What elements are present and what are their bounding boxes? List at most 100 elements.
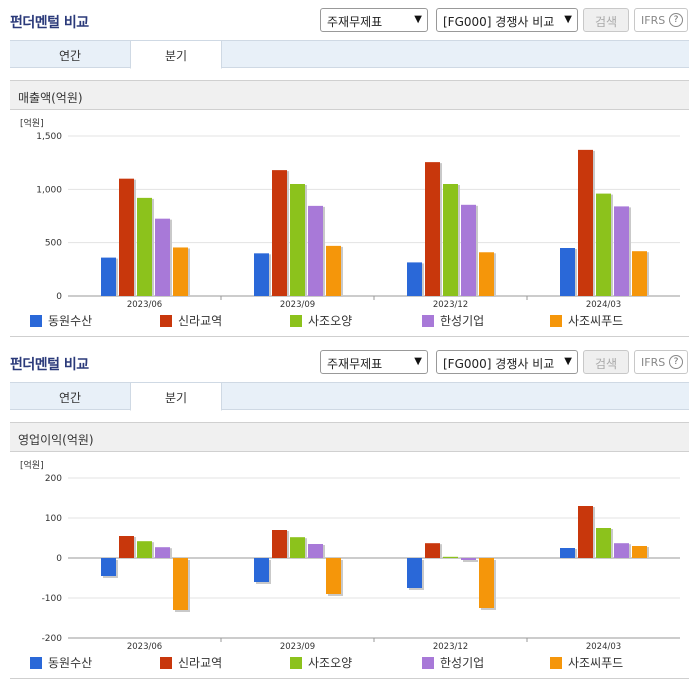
legend-label: 사조씨푸드 xyxy=(568,314,624,328)
compare-select[interactable]: [FG000] 경쟁사 비교 ▼ xyxy=(436,350,578,374)
legend-swatch xyxy=(290,315,302,327)
legend-item[interactable]: 사조씨푸드 xyxy=(550,654,623,671)
bar xyxy=(119,178,134,296)
legend-swatch xyxy=(422,657,434,669)
ifrs-label: IFRS xyxy=(641,356,666,369)
y-tick-label: 0 xyxy=(56,292,62,302)
bar xyxy=(596,193,611,296)
bar xyxy=(443,556,458,558)
panel-title: 펀더멘털 비교 xyxy=(10,15,89,31)
bar xyxy=(173,558,188,610)
compare-select-value: [FG000] 경쟁사 비교 xyxy=(443,15,555,29)
x-tick-label: 2023/12 xyxy=(433,642,468,652)
y-tick-label: 0 xyxy=(56,554,62,564)
statement-select[interactable]: 주재무제표 ▼ xyxy=(320,350,428,374)
x-tick-label: 2024/03 xyxy=(586,642,621,652)
bar xyxy=(155,218,170,296)
bar-shadow xyxy=(445,557,460,559)
bar xyxy=(479,558,494,608)
chart-legend: 동원수산 신라교역 사조오양 한성기업 사조씨푸드 xyxy=(30,312,670,330)
chevron-down-icon: ▼ xyxy=(414,14,422,25)
y-tick-label: 1,500 xyxy=(36,132,62,142)
legend-label: 동원수산 xyxy=(48,314,93,328)
legend-label: 사조씨푸드 xyxy=(568,656,624,670)
bar xyxy=(425,543,440,558)
legend-item[interactable]: 신라교역 xyxy=(160,654,222,671)
divider xyxy=(10,678,689,679)
operating-profit-bar-chart: [억원] -200 -100 0 100 200 2023/06 2023/09 2023/12… xyxy=(20,459,680,652)
statement-select-value: 주재무제표 xyxy=(327,15,383,29)
ifrs-button[interactable]: IFRS ? xyxy=(634,350,688,374)
legend-item[interactable]: 사조씨푸드 xyxy=(550,312,623,329)
legend-item[interactable]: 동원수산 xyxy=(30,312,92,329)
y-tick-label: 1,000 xyxy=(36,185,62,195)
chart-header: 영업이익(억원) xyxy=(10,422,689,452)
panel-title: 펀더멘털 비교 xyxy=(10,357,89,373)
x-tick-label: 2023/06 xyxy=(127,300,162,310)
tab-annual[interactable]: 연간 xyxy=(58,49,82,63)
bar xyxy=(101,558,116,576)
bar xyxy=(578,149,593,296)
legend-swatch xyxy=(550,315,562,327)
ifrs-label: IFRS xyxy=(641,14,666,27)
panel-sales: 펀더멘털 비교 주재무제표 ▼ [FG000] 경쟁사 비교 ▼ 검색 IFRS… xyxy=(10,8,689,337)
ifrs-button[interactable]: IFRS ? xyxy=(634,8,688,32)
statement-select-value: 주재무제표 xyxy=(327,357,383,371)
y-tick-label: 500 xyxy=(45,239,62,249)
compare-select[interactable]: [FG000] 경쟁사 비교 ▼ xyxy=(436,8,578,32)
statement-select[interactable]: 주재무제표 ▼ xyxy=(320,8,428,32)
legend-item[interactable]: 사조오양 xyxy=(290,654,352,671)
chevron-down-icon: ▼ xyxy=(564,14,572,25)
bar xyxy=(137,197,152,296)
bar xyxy=(596,528,611,558)
divider xyxy=(10,336,689,337)
legend-swatch xyxy=(30,657,42,669)
bar xyxy=(632,251,647,296)
tab-quarterly[interactable]: 분기 xyxy=(130,382,222,411)
bar xyxy=(326,245,341,296)
bar xyxy=(137,541,152,558)
bar xyxy=(173,247,188,296)
panel-header: 펀더멘털 비교 주재무제표 ▼ [FG000] 경쟁사 비교 ▼ 검색 IFRS… xyxy=(0,342,696,382)
search-button[interactable]: 검색 xyxy=(583,8,629,32)
y-tick-label: -100 xyxy=(42,594,63,604)
bar xyxy=(290,537,305,558)
panel-operating-profit: 펀더멘털 비교 주재무제표 ▼ [FG000] 경쟁사 비교 ▼ 검색 IFRS… xyxy=(0,342,696,684)
tab-annual[interactable]: 연간 xyxy=(58,391,82,405)
x-tick-label: 2024/03 xyxy=(586,300,621,310)
period-tabs: 연간 분기 xyxy=(10,40,689,69)
bar xyxy=(407,262,422,296)
legend-item[interactable]: 사조오양 xyxy=(290,312,352,329)
x-tick-label: 2023/09 xyxy=(280,300,315,310)
legend-swatch xyxy=(290,657,302,669)
bar xyxy=(632,546,647,558)
chart-legend: 동원수산 신라교역 사조오양 한성기업 사조씨푸드 xyxy=(30,654,670,672)
legend-label: 동원수산 xyxy=(48,656,93,670)
bar xyxy=(578,506,593,558)
period-tabs: 연간 분기 xyxy=(10,382,689,411)
bar xyxy=(560,548,575,558)
legend-label: 사조오양 xyxy=(308,656,353,670)
legend-label: 신라교역 xyxy=(178,314,223,328)
bar xyxy=(614,543,629,558)
legend-swatch xyxy=(550,657,562,669)
legend-item[interactable]: 한성기업 xyxy=(422,654,484,671)
compare-select-value: [FG000] 경쟁사 비교 xyxy=(443,357,555,371)
tab-quarterly[interactable]: 분기 xyxy=(130,40,222,69)
help-icon[interactable]: ? xyxy=(669,355,683,369)
x-tick-label: 2023/12 xyxy=(433,300,468,310)
chart-title: 매출액(억원) xyxy=(18,91,83,105)
legend-item[interactable]: 신라교역 xyxy=(160,312,222,329)
bar xyxy=(461,204,476,296)
y-axis-unit-label: [억원] xyxy=(20,459,44,471)
bar xyxy=(272,530,287,558)
legend-item[interactable]: 동원수산 xyxy=(30,654,92,671)
bar xyxy=(461,558,476,560)
bar xyxy=(614,206,629,296)
help-icon[interactable]: ? xyxy=(669,13,683,27)
legend-label: 사조오양 xyxy=(308,314,353,328)
bar xyxy=(560,248,575,296)
bar xyxy=(308,205,323,296)
legend-item[interactable]: 한성기업 xyxy=(422,312,484,329)
search-button[interactable]: 검색 xyxy=(583,350,629,374)
